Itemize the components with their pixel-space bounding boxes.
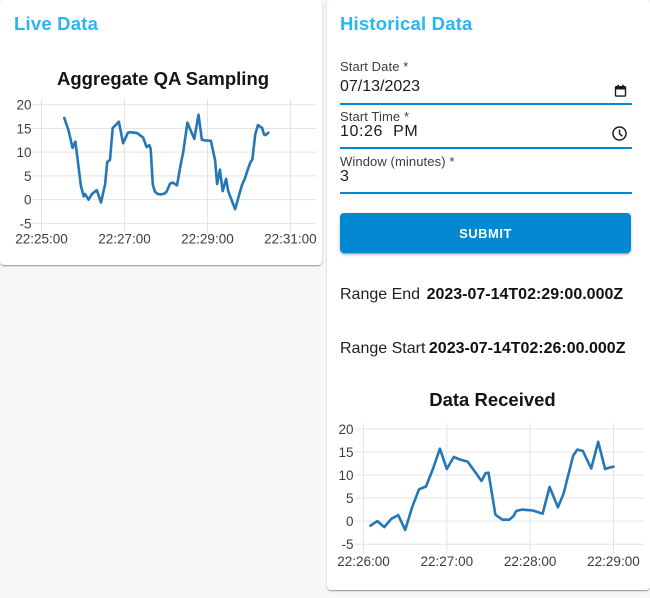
range-start-label: Range Start [340, 340, 426, 357]
submit-button[interactable]: SUBMIT [340, 213, 631, 253]
received-x-tick-label: 22:26:00 [337, 554, 390, 569]
range-end-row: Range End 2023-07-14T02:29:00.000Z [340, 286, 623, 304]
received-y-tick-label: 0 [346, 514, 354, 529]
live-x-tick-label: 22:27:00 [98, 232, 151, 247]
start-time-underline [340, 147, 632, 149]
live-data-heading: Live Data [14, 13, 99, 34]
historical-data-heading: Historical Data [340, 13, 473, 34]
window-minutes-label: Window (minutes) * [340, 153, 455, 169]
live-x-tick-label: 22:25:00 [15, 232, 68, 247]
received-x-tick-label: 22:29:00 [587, 554, 640, 569]
live-x-tick-label: 22:31:00 [264, 232, 317, 247]
start-date-input[interactable] [340, 78, 632, 96]
start-time-input[interactable] [340, 123, 632, 141]
received-y-tick-label: -5 [341, 537, 353, 552]
live-x-tick-label: 22:29:00 [181, 232, 234, 247]
live-y-tick-label: 0 [24, 193, 32, 208]
received-chart-title: Data Received [429, 389, 556, 410]
live-y-tick-label: -5 [19, 216, 31, 231]
live-data-line [63, 113, 270, 211]
historical-data-card [327, 0, 650, 590]
received-y-tick-label: 20 [338, 422, 353, 437]
live-y-tick-label: 5 [24, 169, 32, 184]
received-data-line [369, 440, 615, 532]
range-start-value: 2023-07-14T02:26:00.000Z [428, 340, 626, 357]
live-y-tick-label: 15 [16, 121, 31, 136]
range-start-row: Range Start 2023-07-14T02:26:00.000Z [340, 340, 625, 358]
start-date-label: Start Date * [340, 59, 409, 74]
start-date-underline [340, 102, 632, 105]
start-time-field[interactable]: Start Time * [340, 109, 632, 150]
received-y-tick-label: 15 [338, 445, 353, 460]
received-x-tick-label: 22:27:00 [421, 554, 474, 569]
start-time-label: Start Time * [340, 108, 410, 124]
window-minutes-underline [340, 192, 632, 194]
live-y-tick-label: 10 [16, 145, 31, 160]
calendar-icon[interactable] [613, 83, 628, 104]
start-date-field[interactable]: Start Date * [340, 59, 632, 105]
range-end-value: 2023-07-14T02:29:00.000Z [426, 286, 624, 303]
received-x-tick-label: 22:28:00 [504, 554, 557, 569]
received-y-tick-label: 5 [346, 491, 354, 506]
live-y-tick-label: 20 [16, 98, 31, 113]
window-minutes-field[interactable]: Window (minutes) * [340, 154, 632, 195]
range-end-label: Range End [340, 286, 421, 303]
clock-icon[interactable] [611, 125, 628, 147]
received-y-tick-label: 10 [338, 468, 353, 483]
live-chart-title: Aggregate QA Sampling [56, 68, 270, 89]
window-minutes-input[interactable] [340, 168, 632, 186]
